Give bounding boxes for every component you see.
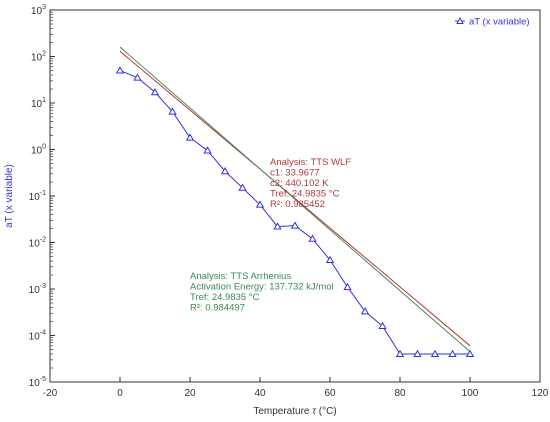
data-point [290, 221, 300, 229]
y-axis-ticks: 103 102 101 100 10-1 10-2 10-3 10-4 10-5 [29, 4, 55, 389]
y-tick-label: 10-4 [29, 330, 46, 343]
legend-marker [456, 16, 464, 24]
annotation-line: Tref: 24.9835 °C [190, 292, 260, 303]
data-point [395, 349, 405, 357]
series-group [115, 66, 475, 357]
data-point [238, 183, 247, 191]
data-point [168, 107, 177, 115]
y-tick-label: 102 [31, 51, 46, 64]
annotation-line: Activation Energy: 137.732 kJ/mol [190, 282, 334, 293]
x-axis-ticks: -20 0 20 40 60 80 100 120 [43, 377, 549, 399]
legend: aT (x variable) [455, 17, 530, 28]
x-axis-label: Temperature τ (°C) [253, 406, 336, 417]
legend-label: aT (x variable) [469, 17, 530, 28]
data-point [115, 66, 125, 74]
fit-line-0 [119, 50, 471, 347]
data-point [448, 349, 457, 357]
annotation-line: Analysis: TTS Arrhenius [190, 271, 291, 282]
data-point [465, 349, 475, 357]
data-point [430, 349, 440, 357]
data-point [308, 234, 317, 242]
data-point [185, 133, 195, 141]
x-axis-label-unit: (°C) [319, 406, 337, 417]
y-tick-label: 103 [31, 4, 46, 17]
data-point [413, 349, 422, 357]
annotation-line: Analysis: TTS WLF [270, 157, 351, 168]
data-point [378, 321, 387, 329]
x-tick-label: 60 [324, 388, 336, 399]
x-tick-label: 0 [117, 388, 123, 399]
annotation-line: R²: 0.985452 [270, 199, 325, 210]
x-axis-label-text: Temperature [253, 406, 310, 417]
x-tick-label: -20 [43, 388, 58, 399]
data-point [255, 200, 265, 208]
data-point [343, 282, 352, 291]
y-tick-label: 10-5 [29, 376, 46, 389]
data-point [325, 255, 335, 263]
y-tick-label: 10-2 [29, 237, 46, 250]
x-tick-label: 20 [184, 388, 196, 399]
x-axis-label-symbol: τ [312, 406, 317, 417]
y-axis-label: aT (x variable) [4, 164, 15, 228]
annotation-line: c1: 33.9677 [270, 168, 320, 179]
fit-lines [119, 46, 471, 353]
y-tick-label: 100 [31, 144, 46, 157]
data-point [220, 166, 230, 175]
data-point [203, 146, 212, 154]
y-tick-label: 10-3 [29, 283, 46, 296]
x-tick-label: 100 [462, 388, 479, 399]
x-tick-label: 40 [254, 388, 266, 399]
data-point [360, 307, 370, 315]
plot-area [49, 9, 541, 383]
y-tick-label: 101 [31, 97, 46, 110]
x-tick-label: 80 [394, 388, 406, 399]
annotation-line: c2: 440.102 K [270, 178, 329, 189]
data-point [273, 222, 282, 230]
y-tick-label: 10-1 [29, 190, 46, 203]
x-tick-label: 120 [532, 388, 549, 399]
data-point [150, 87, 160, 96]
data-point [133, 73, 142, 81]
annotation-line: Tref: 24.9835 °C [270, 189, 340, 200]
annotation-line: R²: 0.984497 [190, 303, 245, 314]
fit-line-1 [119, 46, 471, 353]
